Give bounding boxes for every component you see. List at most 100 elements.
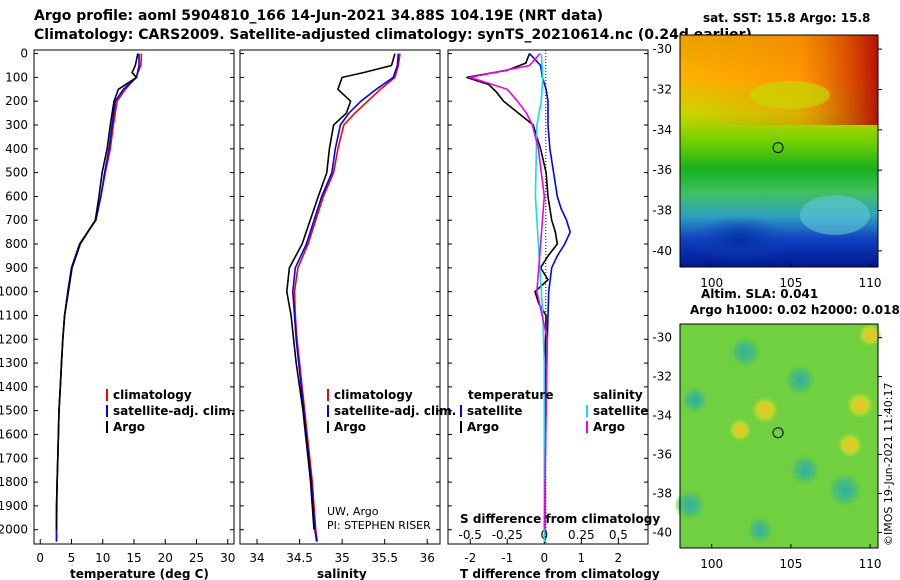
series-line-argo (285, 53, 396, 530)
legend-label-argo: Argo (113, 420, 145, 434)
lat-tick-label: -38 (652, 486, 672, 500)
depth-tick-label: 200 (5, 94, 28, 108)
x-tick-label: 15 (126, 551, 141, 565)
sst-cool-patch (800, 195, 870, 235)
series-line-argo (55, 53, 139, 530)
sla-high (846, 391, 874, 419)
depth-tick-label: 1200 (0, 332, 28, 346)
depth-tick-label: 1400 (0, 380, 28, 394)
plot-title-line1: Argo profile: aoml 5904810_166 14-Jun-20… (34, 8, 603, 24)
lon-tick-label: 105 (779, 557, 802, 571)
temperature-series (55, 53, 143, 542)
x-tick-label: 0 (36, 551, 44, 565)
sst-map-title: sat. SST: 15.8 Argo: 15.8 (703, 11, 870, 25)
difference-top-label: S difference from climatology (460, 512, 660, 526)
lon-tick-label: 100 (700, 557, 723, 571)
legend-label-argo: Argo (334, 420, 366, 434)
lon-tick-label: 110 (859, 557, 882, 571)
difference-top-axis: -0.5 -0.25 0 0.25 0.5 (459, 528, 628, 542)
lat-tick-label: -36 (652, 448, 672, 462)
depth-tick-label: 0 (20, 47, 28, 61)
sla-eddy (789, 454, 821, 486)
depth-tick-label: 600 (5, 189, 28, 203)
lon-tick-label: 100 (700, 276, 723, 290)
x-tick-label: 36 (420, 551, 435, 565)
legend-label-climatology: climatology (113, 388, 192, 402)
top-tick-label: 0.5 (609, 528, 628, 542)
legend-label-s-satellite: satellite (593, 404, 648, 418)
plot-title-line2: Climatology: CARS2009. Satellite-adjuste… (34, 27, 752, 43)
series-line-salinity-argo (467, 53, 549, 530)
sst-mid-patch (750, 81, 830, 109)
sla-argo-marker (772, 427, 784, 439)
depth-tick-label: 1700 (0, 451, 28, 465)
x-tick-label: -1 (501, 551, 513, 565)
difference-xlabel: T difference from climatology (460, 567, 660, 580)
data-source-note: UW, Argo (327, 505, 379, 518)
lat-tick-label: -40 (652, 525, 672, 539)
top-tick-label: -0.5 (459, 528, 482, 542)
legend-label-satellite: satellite-adj. clim. (113, 404, 235, 418)
x-tick-label: -2 (464, 551, 476, 565)
sla-map-frame (679, 323, 879, 549)
sst-map (679, 34, 879, 268)
depth-tick-label: 1800 (0, 475, 28, 489)
sla-map (674, 323, 882, 549)
temperature-legend: climatology satellite-adj. clim. Argo (106, 388, 235, 434)
depth-tick-label: 900 (5, 261, 28, 275)
depth-tick-label: 1900 (0, 499, 28, 513)
x-tick-label: 1 (578, 551, 586, 565)
sla-eddy (746, 516, 774, 544)
legend-label-t-satellite: satellite (467, 404, 522, 418)
legend-header-temperature: temperature (468, 388, 553, 402)
x-tick-label: 5 (68, 551, 76, 565)
top-tick-label: -0.25 (492, 528, 523, 542)
depth-axis: 0 100 200 300 400 500 600 700 800 900 1000 1100 1200… (0, 47, 648, 537)
series-line-satellite-adj-clim- (291, 53, 400, 542)
sla-eddy (729, 336, 761, 368)
lat-tick-label: -32 (652, 82, 672, 96)
depth-tick-label: 700 (5, 213, 28, 227)
sla-map-title1: Altim. SLA: 0.041 (701, 287, 818, 301)
lat-tick-label: -34 (652, 409, 672, 423)
sla-high (837, 432, 863, 458)
x-tick-label: 0 (540, 551, 548, 565)
salinity-x-axis: 34 34.5 35 35.5 36 (249, 539, 435, 565)
lon-tick-label: 105 (779, 276, 802, 290)
sst-lat-axis: -30 -32 -34 -36 -38 -40 (652, 42, 882, 258)
sla-eddy (827, 472, 863, 508)
imos-credit: ©IMOS 19-Jun-2021 11:40:17 (882, 382, 895, 546)
salinity-legend: climatology satellite-adj. clim. Argo UW… (327, 388, 456, 532)
depth-tick-label: 1100 (0, 308, 28, 322)
salinity-series (285, 53, 401, 542)
sla-high (751, 396, 779, 424)
legend-header-salinity: salinity (593, 388, 643, 402)
x-tick-label: 35.5 (371, 551, 398, 565)
sst-argo-marker (772, 142, 784, 154)
difference-series (466, 53, 572, 542)
lat-tick-label: -32 (652, 370, 672, 384)
sst-lon-axis: 100 105 110 (700, 263, 882, 290)
sla-eddy (674, 489, 706, 521)
x-tick-label: 30 (220, 551, 235, 565)
series-line-salinity-satellite (534, 53, 546, 542)
lat-tick-label: -30 (652, 42, 672, 56)
top-tick-label: 0.25 (568, 528, 595, 542)
lat-tick-label: -38 (652, 204, 672, 218)
depth-tick-label: 800 (5, 237, 28, 251)
sst-map-frame (679, 34, 879, 268)
x-tick-label: 10 (95, 551, 110, 565)
sst-cold-patch (695, 215, 785, 265)
sla-lon-axis: 100 105 110 (700, 544, 882, 571)
x-tick-label: 34 (249, 551, 264, 565)
salinity-panel (239, 49, 441, 545)
depth-tick-label: 2000 (0, 523, 28, 537)
legend-label-s-argo: Argo (593, 420, 625, 434)
lat-tick-label: -36 (652, 163, 672, 177)
depth-tick-label: 1500 (0, 404, 28, 418)
x-tick-label: 25 (189, 551, 204, 565)
temperature-x-axis: 0 5 10 15 20 25 30 (36, 539, 235, 565)
lat-tick-label: -34 (652, 123, 672, 137)
temperature-xlabel: temperature (deg C) (70, 567, 209, 580)
